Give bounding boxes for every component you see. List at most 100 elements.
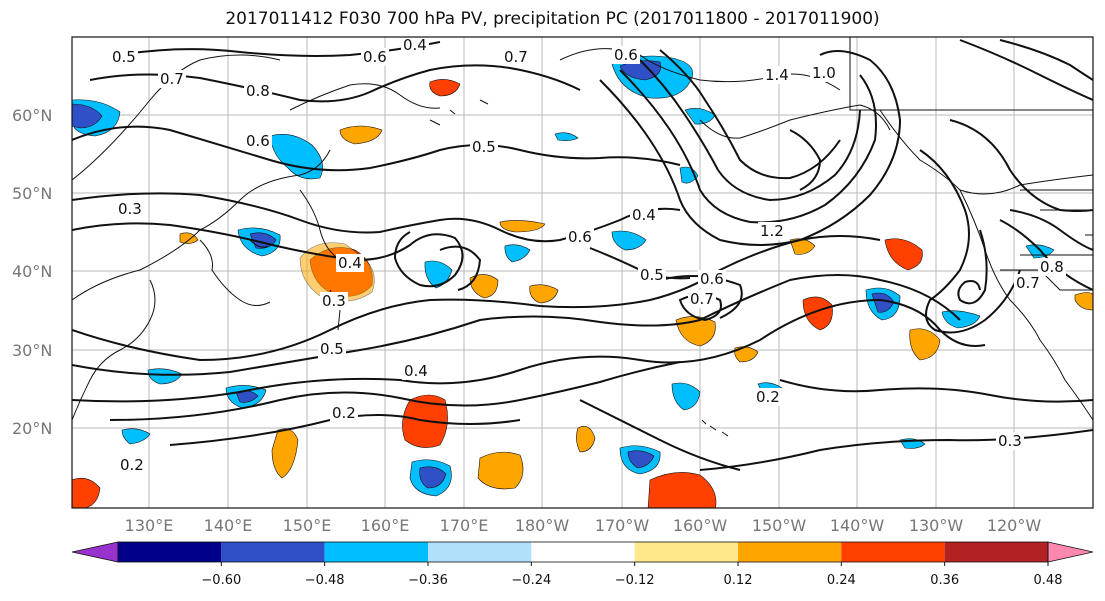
patch-positive (477, 451, 524, 490)
longitude-label: 170°W (595, 516, 650, 535)
contour-label: 0.6 (614, 46, 638, 64)
colorbar-swatch (841, 542, 945, 562)
patch-positive (339, 125, 383, 145)
longitude-label: 170°E (440, 516, 489, 535)
contour-label: 0.7 (160, 70, 184, 88)
contour-label-bg (158, 70, 186, 88)
contour-label: 0.5 (320, 340, 344, 358)
contour-label-bg (638, 266, 666, 284)
contour-label: 0.3 (998, 432, 1022, 450)
contour-label: 0.7 (690, 290, 714, 308)
colorbar-extend-low (71, 541, 119, 563)
contour-label-bg (612, 46, 640, 64)
patch-negative (419, 466, 447, 489)
latitude-label: 20°N (12, 419, 52, 438)
contour-label: 0.5 (112, 48, 136, 66)
longitude-label: 140°E (204, 516, 253, 535)
colorbar-swatch (221, 542, 325, 562)
longitude-label: 130°E (125, 516, 174, 535)
contour-label: 0.6 (568, 228, 592, 246)
latitude-label: 30°N (12, 341, 52, 360)
contour-label: 0.6 (363, 48, 387, 66)
contour-label-bg (244, 82, 272, 100)
contour-labels: 0.5 0.60.40.7 0.60.80.7 1.4 1.00.6 0.50.3 0.40… (110, 37, 1066, 474)
colorbar-tick-label: −0.60 (201, 573, 241, 588)
patch-negative (121, 428, 151, 445)
patch-negative (941, 310, 981, 329)
colorbar-tick-label: −0.36 (408, 573, 448, 588)
longitude-label: 130°W (909, 516, 964, 535)
contour-label-bg (688, 290, 716, 308)
patch-negative (611, 230, 647, 251)
contour-label-bg (336, 254, 364, 272)
contour-label: 1.4 (765, 66, 789, 84)
contour-label-bg (361, 48, 389, 66)
contour-label-bg (116, 200, 144, 218)
colorbar-swatch (118, 542, 222, 562)
graticule (72, 37, 1093, 508)
contour-label: 0.8 (1040, 258, 1064, 276)
contour-label-bg (320, 292, 348, 310)
contour-label: 0.6 (700, 270, 724, 288)
patch-positive (884, 238, 923, 271)
colorbar-swatch (324, 542, 428, 562)
patch-positive (72, 477, 101, 508)
contour-label: 0.5 (640, 266, 664, 284)
patch-negative (72, 103, 103, 129)
contour-label: 0.3 (322, 292, 346, 310)
contour-label: 0.7 (1016, 274, 1040, 292)
patch-positive (469, 274, 499, 299)
contour-label: 0.8 (246, 82, 270, 100)
patch-positive (647, 472, 717, 508)
colorbar-border (117, 541, 1049, 563)
contour-label-bg (758, 222, 786, 240)
longitude-label: 160°E (361, 516, 410, 535)
contour-label-bg (810, 64, 838, 82)
contour-label-bg (1014, 274, 1042, 292)
contour-label-bg (244, 132, 272, 150)
contour-label-bg (630, 206, 658, 224)
contour-label-bg (118, 456, 146, 474)
patch-negative (504, 244, 531, 263)
patch-negative (671, 382, 701, 411)
patch-positive (802, 296, 833, 331)
colorbar-tick-label: −0.24 (511, 573, 551, 588)
patch-positive (499, 220, 546, 233)
contour-label: 0.2 (332, 404, 356, 422)
longitude-label: 150°E (283, 516, 332, 535)
colorbar-swatch (428, 542, 532, 562)
contour-label-bg (1038, 258, 1066, 276)
longitude-labels: 130°E 140°E 150°E 160°E 170°E 180°W 170°W 160°W… (125, 516, 1042, 535)
latitude-labels: 60°N 50°N 40°N 30°N 20°N (12, 106, 52, 438)
patch-positive (576, 426, 596, 453)
patch-negative (147, 368, 183, 385)
longitude-label: 180°W (515, 516, 570, 535)
longitude-label: 160°W (673, 516, 728, 535)
contour-label-bg (502, 48, 530, 66)
colorbar: −0.60 −0.48 −0.36 −0.24 −0.12 0.12 0.24 0.36 0.4… (71, 541, 1094, 588)
colorbar-tick-label: −0.48 (305, 573, 345, 588)
contour-label: 0.4 (404, 362, 428, 380)
patch-positive (529, 284, 559, 304)
pv-contours (72, 39, 1093, 471)
patch-negative (627, 450, 655, 469)
contour-label-bg (402, 362, 430, 380)
colorbar-extend-high (1047, 541, 1094, 563)
contour-label: 0.2 (756, 388, 780, 406)
patch-positive (271, 428, 299, 479)
patch-positive (429, 79, 461, 97)
map-title: 2017011412 F030 700 hPa PV, precipitatio… (225, 9, 880, 29)
contour-label-bg (470, 138, 498, 156)
contour-label-bg (401, 37, 429, 54)
contour-label: 0.3 (118, 200, 142, 218)
contour-label: 1.2 (760, 222, 784, 240)
longitude-label: 150°W (752, 516, 807, 535)
contour-label-bg (110, 48, 138, 66)
contour-label: 0.4 (632, 206, 656, 224)
contour-label-bg (763, 66, 791, 84)
contour-label-bg (566, 228, 594, 246)
patch-positive (1074, 292, 1093, 311)
colorbar-tick-label: −0.12 (615, 573, 655, 588)
patch-positive (789, 238, 816, 255)
